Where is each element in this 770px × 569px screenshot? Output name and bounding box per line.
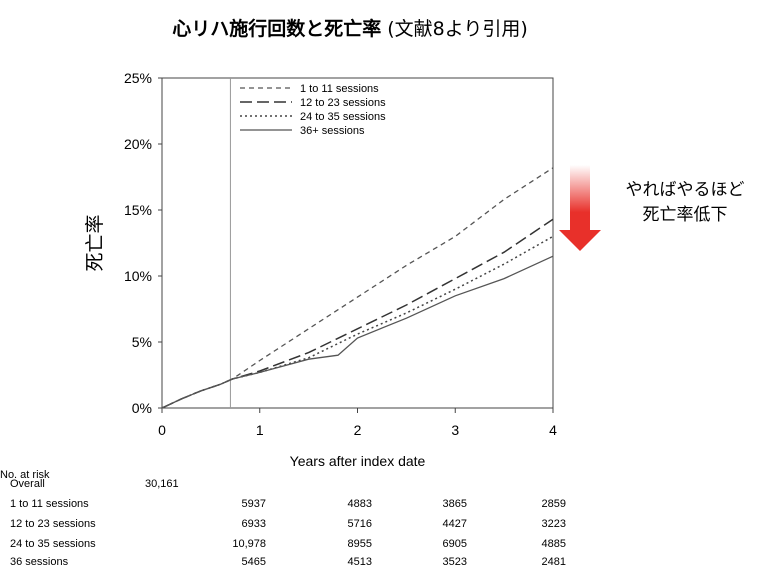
risk-row-label: Overall — [10, 478, 45, 490]
risk-value: 8955 — [347, 538, 372, 550]
series-line-1 — [161, 167, 554, 409]
risk-value: 30,161 — [145, 478, 179, 490]
risk-value: 4427 — [442, 518, 467, 530]
risk-value: 6905 — [442, 538, 467, 550]
risk-value: 2859 — [541, 498, 566, 510]
risk-value: 4883 — [347, 498, 372, 510]
series-line-3 — [161, 235, 554, 409]
y-tick-label: 25% — [124, 70, 152, 86]
risk-row-label: 12 to 23 sessions — [10, 518, 96, 530]
x-tick-label: 0 — [158, 422, 166, 438]
y-tick-label: 20% — [124, 136, 152, 152]
title-source-note: (文献8より引用) — [381, 18, 528, 40]
annotation-line-2: 死亡率低下 — [642, 205, 728, 225]
legend-label: 12 to 23 sessions — [300, 97, 386, 109]
chart-title: 心リハ施行回数と死亡率 (文献8より引用) — [0, 14, 700, 41]
risk-value: 2481 — [541, 556, 566, 568]
risk-value: 3865 — [442, 498, 467, 510]
risk-row-label: 24 to 35 sessions — [10, 538, 96, 550]
legend-label: 24 to 35 sessions — [300, 111, 386, 123]
annotation-line-1: やればやるほど — [625, 180, 745, 200]
risk-value: 10,978 — [232, 538, 266, 550]
x-tick-label: 1 — [256, 422, 264, 438]
risk-value: 3523 — [442, 556, 467, 568]
annotation-text: やればやるほど 死亡率低下 — [600, 178, 770, 228]
y-tick-label: 5% — [132, 334, 152, 350]
y-tick-label: 10% — [124, 268, 152, 284]
risk-value: 4513 — [347, 556, 372, 568]
risk-row-label: 36 sessions — [10, 556, 69, 568]
series-line-2 — [161, 218, 554, 409]
mortality-chart: 0% 5% 10% 15% 20% 25% 死亡率 0 1 2 3 4 Years after in… — [84, 70, 601, 469]
down-arrow-icon — [559, 165, 601, 251]
risk-value: 4885 — [541, 538, 566, 550]
risk-value: 5465 — [241, 556, 266, 568]
series-line-4 — [161, 255, 554, 409]
legend-label: 36+ sessions — [300, 125, 365, 137]
risk-value: 5716 — [347, 518, 372, 530]
risk-row-label: 1 to 11 sessions — [10, 498, 89, 510]
risk-table-header: No. at risk — [0, 469, 50, 481]
risk-value: 5937 — [241, 498, 266, 510]
y-axis-label: 死亡率 — [84, 214, 106, 271]
title-main: 心リハ施行回数と死亡率 — [172, 18, 382, 40]
risk-value: 3223 — [541, 518, 566, 530]
x-tick-label: 3 — [451, 422, 459, 438]
y-tick-label: 0% — [132, 400, 152, 416]
y-tick-label: 15% — [124, 202, 152, 218]
x-tick-label: 2 — [354, 422, 362, 438]
x-tick-label: 4 — [549, 422, 557, 438]
x-axis-label: Years after index date — [290, 453, 426, 469]
legend-label: 1 to 11 sessions — [300, 83, 379, 95]
risk-value: 6933 — [241, 518, 266, 530]
